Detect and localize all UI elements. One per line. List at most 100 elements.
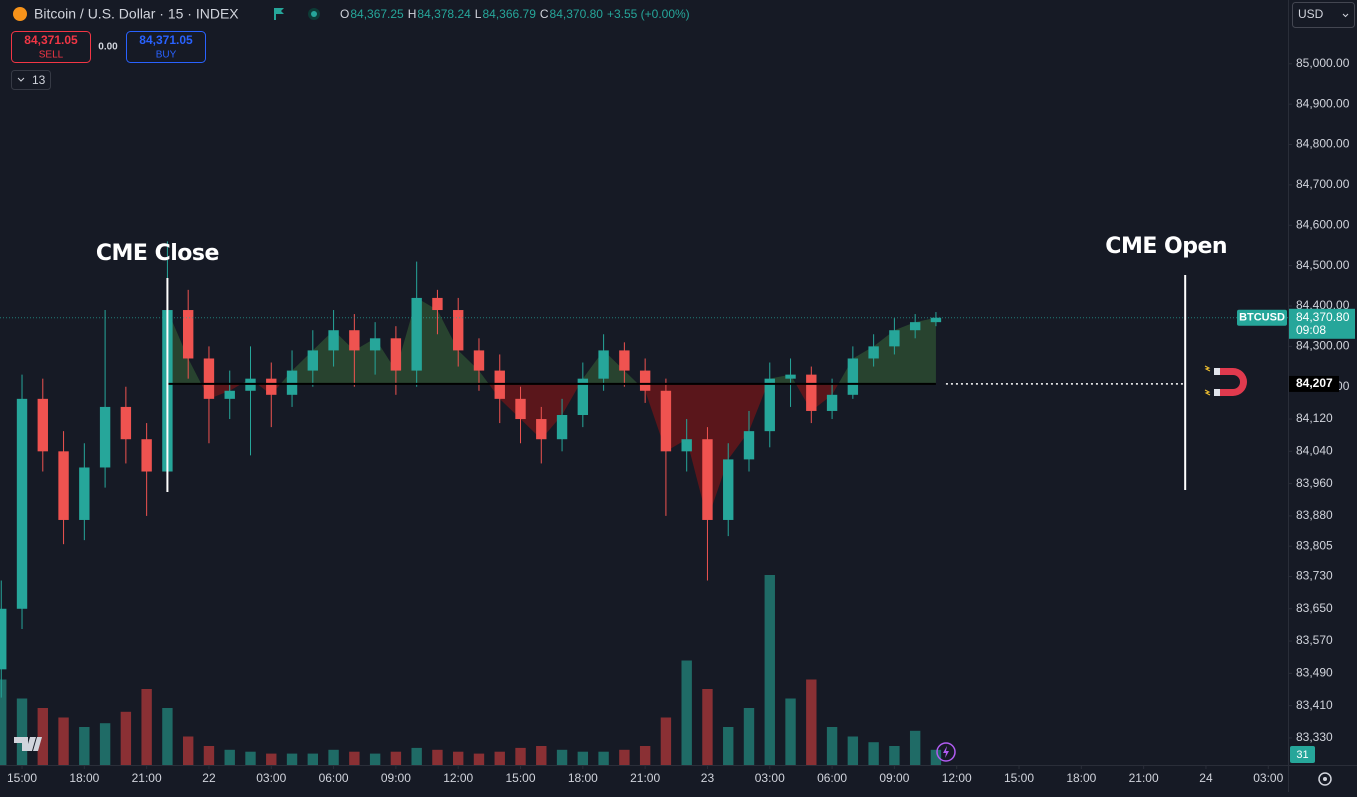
- candle-body: [99, 406, 111, 468]
- ohlc-legend: O 84,367.25 H 84,378.24 L 84,366.79 C 84,370.80…: [340, 7, 690, 21]
- ohlc-key: O: [340, 7, 349, 21]
- y-tick-label: 83,650: [1296, 601, 1333, 615]
- lightning-icon: [943, 746, 949, 758]
- volume-bar: [556, 749, 568, 765]
- ohlc-value: 84,366.79: [482, 7, 536, 21]
- volume-bar: [182, 736, 194, 765]
- lightning-button[interactable]: [936, 742, 956, 762]
- volume-bar: [16, 698, 28, 765]
- volume-bar: [390, 751, 402, 765]
- y-tick-label: 83,330: [1296, 730, 1333, 744]
- badge: [1290, 746, 1315, 763]
- y-tick-label: 83,960: [1296, 476, 1333, 490]
- y-tick-label: 84,500.00: [1296, 258, 1350, 272]
- baseline-label: 84,207: [1296, 376, 1333, 390]
- ohlc-value: 84,378.24: [417, 7, 471, 21]
- currency-select[interactable]: [1292, 2, 1355, 28]
- symbol-title[interactable]: Bitcoin / U.S. Dollar · 15 · INDEX: [34, 6, 239, 22]
- ohlc-value: 84,370.80: [550, 7, 604, 21]
- volume-bar: [826, 727, 838, 765]
- volume-bar: [349, 751, 360, 765]
- chevron-icon: [17, 77, 25, 82]
- candle-body: [785, 374, 796, 379]
- candle-body: [390, 338, 402, 371]
- x-tick-label: 15:00: [1004, 771, 1034, 785]
- candle-layer: [0, 241, 942, 698]
- status-dot: [311, 11, 317, 17]
- settings-icon[interactable]: [1318, 772, 1332, 786]
- x-tick-label: 09:00: [879, 771, 909, 785]
- volume-bar: [286, 753, 298, 765]
- candle-body: [681, 439, 692, 452]
- candle-body: [182, 310, 194, 359]
- sell-button[interactable]: [11, 31, 91, 63]
- logo[interactable]: [14, 737, 42, 751]
- candle-body: [868, 346, 879, 359]
- buy-button[interactable]: [126, 31, 206, 63]
- annotation-text: CME Open: [1105, 234, 1227, 259]
- candle-body: [806, 374, 817, 411]
- volume-bar: [203, 746, 215, 765]
- volume-bar: [660, 717, 672, 765]
- area-above-baseline: [167, 297, 936, 384]
- candle-body: [515, 398, 526, 420]
- x-tick-label: 03:00: [256, 771, 286, 785]
- volume-bar: [806, 679, 817, 765]
- volume-bar: [120, 711, 132, 765]
- buy-price[interactable]: 84,371.05: [139, 33, 193, 47]
- volume-bar: [0, 679, 7, 765]
- y-tick-label: 83,880: [1296, 508, 1333, 522]
- baseline-label-box: [1289, 375, 1339, 392]
- currency[interactable]: USD: [1298, 7, 1324, 21]
- x-tick-label: 23: [701, 771, 715, 785]
- spread: 0.00: [98, 42, 118, 53]
- ohlc-value: 84,367.25: [350, 7, 404, 21]
- y-tick-label: 85,000.00: [1296, 56, 1350, 70]
- candle-body: [743, 431, 755, 460]
- y-tick-label: 84,400.00: [1296, 298, 1350, 312]
- x-tick-label: 09:00: [381, 771, 411, 785]
- last-price-box: [1289, 308, 1355, 339]
- candle-body: [536, 419, 547, 440]
- candle-body: [0, 608, 7, 670]
- volume-bar: [307, 753, 319, 765]
- x-tick-label: 06:00: [319, 771, 349, 785]
- candle-body: [37, 398, 48, 452]
- y-tick-label: 84,120: [1296, 411, 1333, 425]
- candle-body: [619, 350, 630, 371]
- sell-price[interactable]: 84,371.05: [24, 33, 78, 47]
- volume-bar: [889, 746, 900, 765]
- last-price-label: 84,370.80: [1296, 310, 1350, 324]
- buy-label[interactable]: BUY: [156, 50, 177, 61]
- candle-body: [307, 350, 319, 371]
- y-tick-label: 83,410: [1296, 698, 1333, 712]
- volume-bar: [453, 751, 464, 765]
- volume-bar: [494, 751, 505, 765]
- ohlc-change: +3.55 (+0.00%): [607, 7, 690, 21]
- volume-bar: [411, 747, 422, 765]
- volume-bar: [99, 723, 111, 765]
- candle-body: [266, 378, 277, 395]
- ohlc-key: C: [540, 7, 549, 21]
- candle-body: [556, 414, 568, 440]
- flag-icon[interactable]: [274, 8, 284, 20]
- symbol-label-box: [1237, 309, 1287, 326]
- y-tick-label: 83,570: [1296, 633, 1333, 647]
- chevron-icon: [1342, 13, 1349, 18]
- volume-bar: [764, 575, 775, 765]
- volume-bar: [577, 751, 589, 765]
- volume-bar: [266, 753, 277, 765]
- volume-bar: [328, 749, 339, 765]
- volume-bar: [162, 708, 173, 765]
- candle-body: [577, 378, 589, 415]
- x-tick-label: 24: [1199, 771, 1213, 785]
- indicators-count[interactable]: 13: [32, 73, 46, 87]
- magnet-icon: [1204, 365, 1247, 396]
- y-tick-label: 83,490: [1296, 666, 1333, 680]
- x-tick-label: 21:00: [630, 771, 660, 785]
- candle-body: [411, 297, 422, 371]
- indicators-toggle[interactable]: [11, 70, 51, 90]
- sell-label[interactable]: SELL: [39, 50, 64, 61]
- badge-text: 31: [1296, 749, 1308, 761]
- volume-bar: [224, 749, 235, 765]
